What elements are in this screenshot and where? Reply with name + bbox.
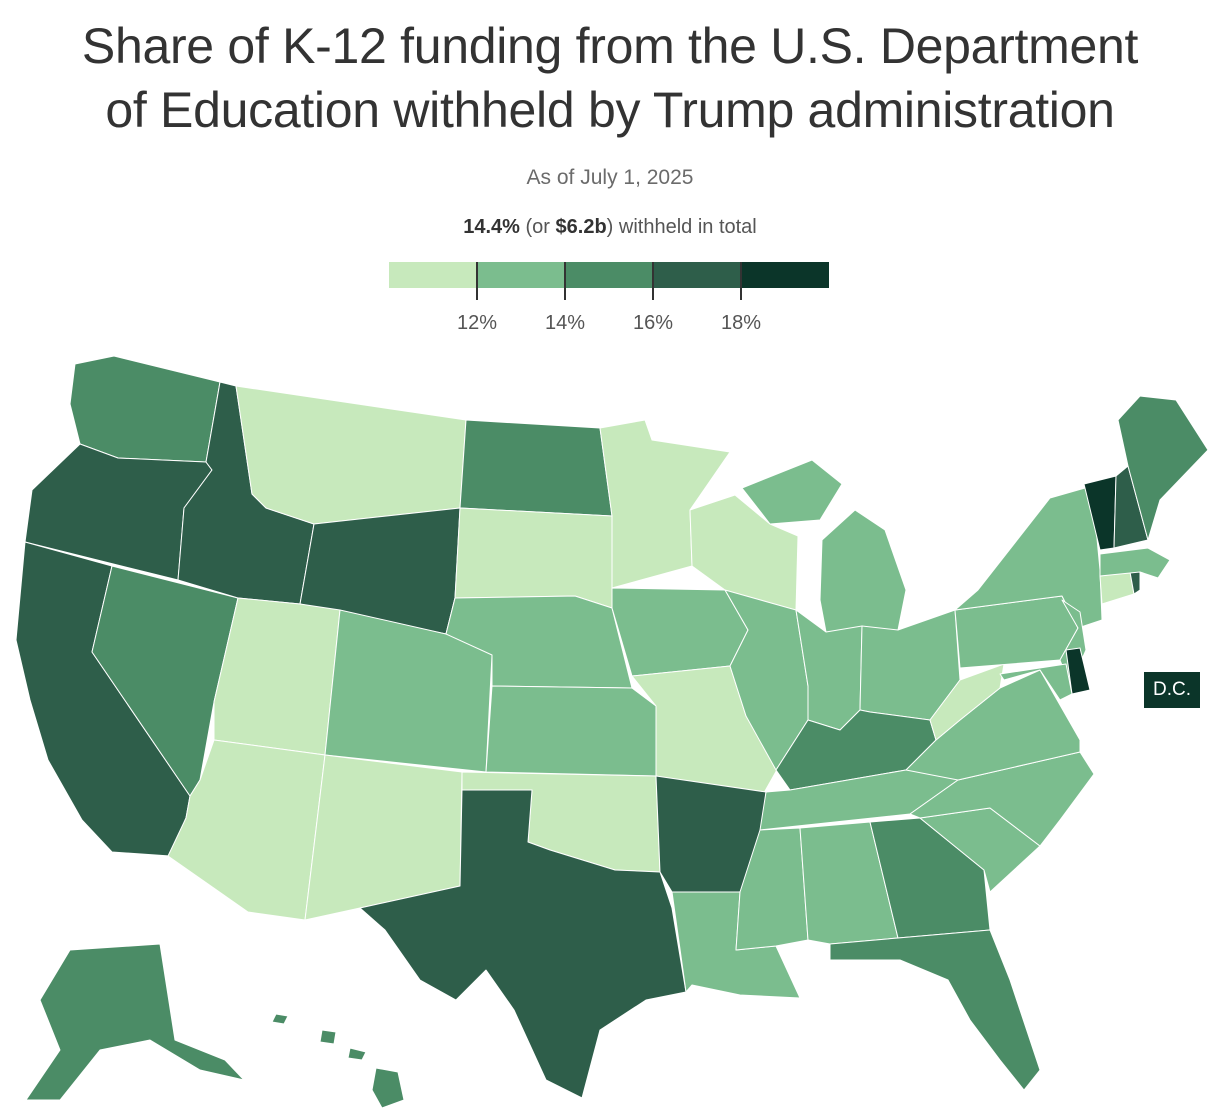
state-ny [954,485,1103,629]
subtitle: As of July 1, 2025 [526,166,694,189]
state-sd [454,507,613,609]
state-me [1117,395,1209,541]
legend-bin-1 [389,262,477,288]
legend-bin-2 [477,262,565,288]
state-mt [235,385,467,525]
state-nd [459,419,613,517]
legend-label-16: 16% [632,312,674,334]
legend-tick-12 [476,262,478,300]
legend-bin-5 [741,262,829,288]
legend-tick-14 [564,262,566,300]
state-ga [869,817,991,939]
color-legend: 12% 14% 16% 18% [389,262,829,342]
total-withheld: 14.4% (or $6.2b) withheld in total [0,216,1220,239]
state-hi [271,1013,405,1109]
state-tx [359,789,687,1099]
total-post: ) withheld in total [606,216,757,238]
state-ia [611,587,749,677]
title-line-1: Share of K-12 funding from the U.S. Depa… [81,18,1139,74]
state-wa [69,355,221,463]
state-ut [213,597,341,756]
state-wv [929,663,1005,741]
legend-label-12: 12% [456,312,498,334]
total-percent: 14.4% [463,216,520,238]
state-ks [485,685,657,777]
total-pre: (or [519,216,556,238]
legend-tick-16 [652,262,654,300]
chart-title: Share of K-12 funding from the U.S. Depa… [0,14,1220,142]
state-ak [25,943,245,1101]
state-de [1065,647,1091,695]
legend-bin-4 [653,262,741,288]
legend-tick-18 [740,262,742,300]
state-ct [1099,571,1135,605]
total-amount: $6.2b [555,216,607,238]
state-mi [741,459,907,633]
legend-bin-3 [565,262,653,288]
state-md [999,663,1073,701]
legend-label-14: 14% [544,312,586,334]
legend-label-18: 18% [720,312,762,334]
state-fl [829,929,1041,1091]
us-choropleth-map [15,355,1209,1109]
state-ma [1099,547,1171,579]
dc-label: D.C. [1144,672,1200,708]
title-line-2: of Education withheld by Trump administr… [105,82,1115,138]
